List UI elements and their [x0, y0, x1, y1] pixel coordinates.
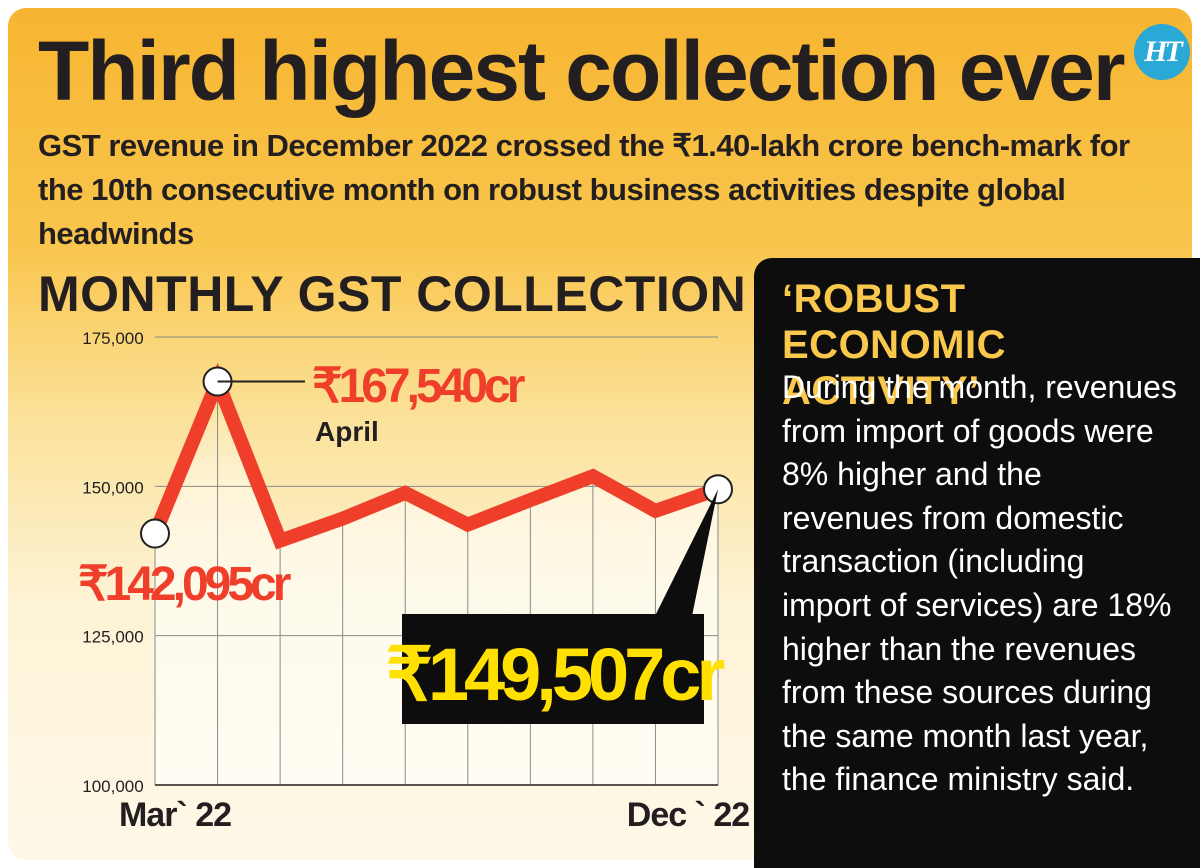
- grid-layer: [154, 336, 719, 786]
- panel-body: During the month, revenues from import o…: [782, 369, 1177, 798]
- x-tick-label: Mar` 22: [119, 796, 231, 834]
- mar-value-label: ₹142,095cr: [78, 558, 291, 611]
- panel-title: ‘ROBUST ECONOMIC ACTIVITY’: [782, 277, 1006, 413]
- series-line: [148, 362, 721, 550]
- line-layer: [148, 362, 721, 550]
- y-tick-label: 125,000: [82, 628, 143, 647]
- y-tick-label: 150,000: [82, 478, 143, 497]
- april-month-label: April: [315, 416, 379, 447]
- ht-logo: HT: [1134, 24, 1190, 80]
- chart-title: MONTHLY GST COLLECTION: [38, 266, 747, 322]
- x-tick-label: Dec ` 22: [627, 796, 749, 834]
- subheadline: GST revenue in December 2022 crossed the…: [38, 128, 1130, 251]
- y-tick-label: 175,000: [82, 329, 143, 348]
- april-value-label: ₹167,540cr: [312, 360, 525, 413]
- data-point-marker: [140, 518, 170, 549]
- dec-value-label: ₹149,507cr: [386, 633, 725, 716]
- gst-line-chart: 100,000 125,000 150,000 175,000 Mar` 22 Dec `…: [78, 329, 750, 834]
- y-tick-label: 100,000: [82, 777, 143, 796]
- headline: Third highest collection ever: [38, 24, 1126, 118]
- dec-callout-box: [402, 614, 704, 724]
- label-layer: 100,000 125,000 150,000 175,000 Mar` 22 Dec `…: [78, 329, 750, 834]
- robust-activity-panel: ‘ROBUST ECONOMIC ACTIVITY’ During the mo…: [754, 258, 1200, 868]
- dec-callout-pointer: [655, 489, 718, 616]
